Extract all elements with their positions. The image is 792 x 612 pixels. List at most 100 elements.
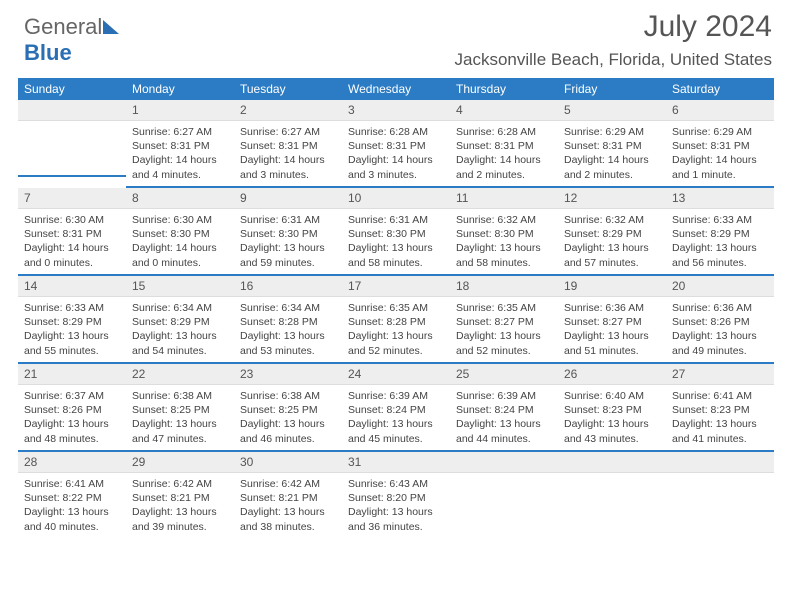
day-info (450, 473, 558, 529)
daylight-text: Daylight: 13 hours and 52 minutes. (456, 329, 552, 357)
day-number: 31 (342, 452, 450, 473)
calendar-cell: 12Sunrise: 6:32 AMSunset: 8:29 PMDayligh… (558, 188, 666, 276)
daylight-text: Daylight: 13 hours and 38 minutes. (240, 505, 336, 533)
sunset-text: Sunset: 8:26 PM (672, 315, 768, 329)
day-number (18, 100, 126, 121)
day-info: Sunrise: 6:31 AMSunset: 8:30 PMDaylight:… (234, 209, 342, 276)
calendar-cell: 15Sunrise: 6:34 AMSunset: 8:29 PMDayligh… (126, 276, 234, 364)
sunrise-text: Sunrise: 6:39 AM (456, 389, 552, 403)
day-number: 15 (126, 276, 234, 297)
daylight-text: Daylight: 13 hours and 45 minutes. (348, 417, 444, 445)
day-number: 5 (558, 100, 666, 121)
header: General Blue July 2024 Jacksonville Beac… (0, 0, 792, 78)
daylight-text: Daylight: 13 hours and 43 minutes. (564, 417, 660, 445)
sunset-text: Sunset: 8:29 PM (672, 227, 768, 241)
daylight-text: Daylight: 13 hours and 59 minutes. (240, 241, 336, 269)
day-number: 27 (666, 364, 774, 385)
calendar-cell: 20Sunrise: 6:36 AMSunset: 8:26 PMDayligh… (666, 276, 774, 364)
day-number: 25 (450, 364, 558, 385)
calendar-cell: 21Sunrise: 6:37 AMSunset: 8:26 PMDayligh… (18, 364, 126, 452)
daylight-text: Daylight: 13 hours and 52 minutes. (348, 329, 444, 357)
day-info: Sunrise: 6:27 AMSunset: 8:31 PMDaylight:… (234, 121, 342, 188)
daylight-text: Daylight: 13 hours and 56 minutes. (672, 241, 768, 269)
location-label: Jacksonville Beach, Florida, United Stat… (455, 50, 773, 70)
logo-part1: General (24, 14, 102, 39)
day-info: Sunrise: 6:28 AMSunset: 8:31 PMDaylight:… (450, 121, 558, 188)
calendar-table: Sunday Monday Tuesday Wednesday Thursday… (18, 78, 774, 540)
day-info: Sunrise: 6:36 AMSunset: 8:26 PMDaylight:… (666, 297, 774, 364)
daylight-text: Daylight: 13 hours and 46 minutes. (240, 417, 336, 445)
day-number: 23 (234, 364, 342, 385)
calendar-cell: 8Sunrise: 6:30 AMSunset: 8:30 PMDaylight… (126, 188, 234, 276)
sunrise-text: Sunrise: 6:31 AM (240, 213, 336, 227)
day-number: 8 (126, 188, 234, 209)
daylight-text: Daylight: 13 hours and 44 minutes. (456, 417, 552, 445)
sunrise-text: Sunrise: 6:30 AM (24, 213, 120, 227)
daylight-text: Daylight: 13 hours and 55 minutes. (24, 329, 120, 357)
sunrise-text: Sunrise: 6:35 AM (348, 301, 444, 315)
sunrise-text: Sunrise: 6:35 AM (456, 301, 552, 315)
day-number (666, 452, 774, 473)
sunrise-text: Sunrise: 6:31 AM (348, 213, 444, 227)
day-info: Sunrise: 6:33 AMSunset: 8:29 PMDaylight:… (666, 209, 774, 276)
calendar-cell: 31 Sunrise: 6:43 AMSunset: 8:20 PMDayligh… (342, 452, 450, 540)
daylight-text: Daylight: 13 hours and 49 minutes. (672, 329, 768, 357)
sunset-text: Sunset: 8:31 PM (348, 139, 444, 153)
day-header: Monday (126, 78, 234, 100)
daylight-text: Daylight: 13 hours and 36 minutes. (348, 505, 444, 533)
daylight-text: Daylight: 14 hours and 4 minutes. (132, 153, 228, 181)
daylight-text: Daylight: 14 hours and 3 minutes. (348, 153, 444, 181)
calendar-cell: 14Sunrise: 6:33 AMSunset: 8:29 PMDayligh… (18, 276, 126, 364)
day-header: Saturday (666, 78, 774, 100)
daylight-text: Daylight: 13 hours and 58 minutes. (348, 241, 444, 269)
day-number (558, 452, 666, 473)
calendar-cell: 2Sunrise: 6:27 AMSunset: 8:31 PMDaylight… (234, 100, 342, 188)
sunrise-text: Sunrise: 6:29 AM (672, 125, 768, 139)
daylight-text: Daylight: 14 hours and 2 minutes. (564, 153, 660, 181)
day-info (558, 473, 666, 529)
day-info: Sunrise: 6:35 AMSunset: 8:28 PMDaylight:… (342, 297, 450, 364)
day-info: Sunrise: 6:41 AMSunset: 8:22 PMDaylight:… (18, 473, 126, 538)
sunrise-text: Sunrise: 6:43 AM (348, 477, 444, 491)
sunset-text: Sunset: 8:24 PM (456, 403, 552, 417)
daylight-text: Daylight: 14 hours and 2 minutes. (456, 153, 552, 181)
sunset-text: Sunset: 8:25 PM (240, 403, 336, 417)
day-header: Wednesday (342, 78, 450, 100)
calendar-cell: 16Sunrise: 6:34 AMSunset: 8:28 PMDayligh… (234, 276, 342, 364)
day-info (18, 121, 126, 177)
day-info: Sunrise: 6:42 AMSunset: 8:21 PMDaylight:… (234, 473, 342, 538)
logo-triangle-icon (103, 20, 119, 34)
day-number: 1 (126, 100, 234, 121)
calendar-cell: 9Sunrise: 6:31 AMSunset: 8:30 PMDaylight… (234, 188, 342, 276)
sunset-text: Sunset: 8:20 PM (348, 491, 444, 505)
day-number: 10 (342, 188, 450, 209)
sunrise-text: Sunrise: 6:38 AM (240, 389, 336, 403)
calendar-cell: 30Sunrise: 6:42 AMSunset: 8:21 PMDayligh… (234, 452, 342, 540)
calendar-cell: 4Sunrise: 6:28 AMSunset: 8:31 PMDaylight… (450, 100, 558, 188)
sunrise-text: Sunrise: 6:41 AM (24, 477, 120, 491)
sunrise-text: Sunrise: 6:30 AM (132, 213, 228, 227)
sunset-text: Sunset: 8:27 PM (456, 315, 552, 329)
sunrise-text: Sunrise: 6:33 AM (24, 301, 120, 315)
calendar-cell: 10Sunrise: 6:31 AMSunset: 8:30 PMDayligh… (342, 188, 450, 276)
daylight-text: Daylight: 14 hours and 3 minutes. (240, 153, 336, 181)
day-number: 12 (558, 188, 666, 209)
daylight-text: Daylight: 13 hours and 39 minutes. (132, 505, 228, 533)
day-number: 13 (666, 188, 774, 209)
sunset-text: Sunset: 8:31 PM (456, 139, 552, 153)
calendar-cell: 24Sunrise: 6:39 AMSunset: 8:24 PMDayligh… (342, 364, 450, 452)
sunrise-text: Sunrise: 6:28 AM (456, 125, 552, 139)
calendar-cell: 28Sunrise: 6:41 AMSunset: 8:22 PMDayligh… (18, 452, 126, 540)
calendar-cell: 18Sunrise: 6:35 AMSunset: 8:27 PMDayligh… (450, 276, 558, 364)
sunset-text: Sunset: 8:29 PM (564, 227, 660, 241)
sunset-text: Sunset: 8:22 PM (24, 491, 120, 505)
day-info: Sunrise: 6:28 AMSunset: 8:31 PMDaylight:… (342, 121, 450, 188)
day-number: 30 (234, 452, 342, 473)
day-info: Sunrise: 6:30 AMSunset: 8:30 PMDaylight:… (126, 209, 234, 276)
calendar-week: 1Sunrise: 6:27 AMSunset: 8:31 PMDaylight… (18, 100, 774, 188)
day-info: Sunrise: 6:35 AMSunset: 8:27 PMDaylight:… (450, 297, 558, 364)
day-number: 22 (126, 364, 234, 385)
daylight-text: Daylight: 13 hours and 40 minutes. (24, 505, 120, 533)
day-number: 19 (558, 276, 666, 297)
daylight-text: Daylight: 14 hours and 0 minutes. (132, 241, 228, 269)
